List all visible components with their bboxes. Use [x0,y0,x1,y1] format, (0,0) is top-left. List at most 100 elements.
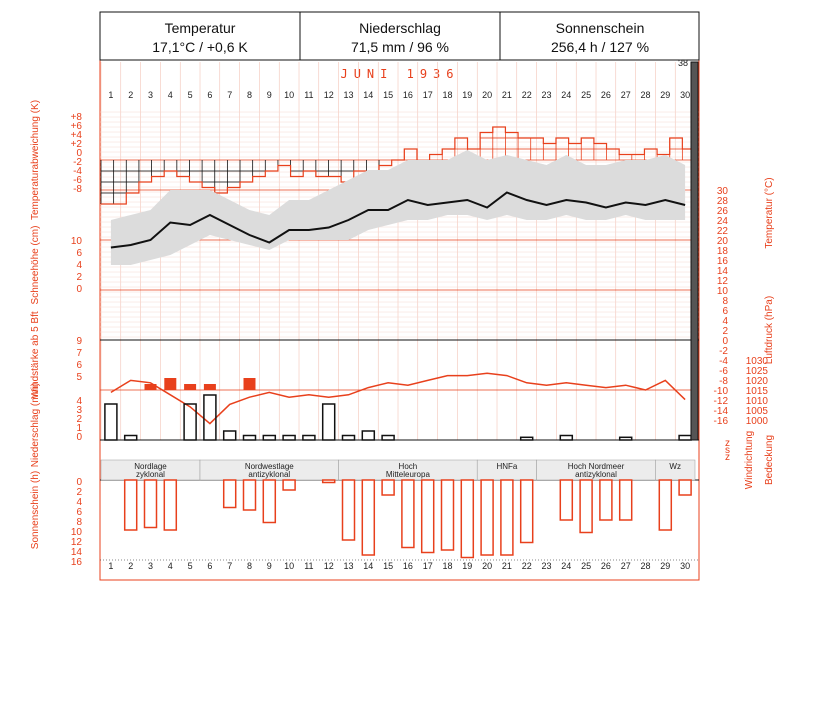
day-label-top: 5 [188,90,193,100]
sunshine-tick: 4 [76,497,82,508]
day-label-bottom: 13 [343,561,353,571]
sunshine-bar [460,479,475,559]
wind-bar [144,384,157,390]
snow-tick: 6 [76,248,82,259]
snow-tick: 4 [76,260,82,271]
pressure-tick: 1010 [746,396,769,407]
day-label-bottom: 4 [168,561,173,571]
temperature-tick: 2 [722,326,728,337]
header: Temperatur 17,1°C / +0,6 K Niederschlag … [99,11,700,61]
day-label-top: 29 [660,90,670,100]
sunshine-tick: 14 [71,547,83,558]
day-label-top: 20 [482,90,492,100]
precip-bar [381,434,395,441]
weather-type-sublabel: Mitteleuropa [386,470,431,479]
day-label-top: 15 [383,90,393,100]
temperature-tick: -10 [714,386,729,397]
anomaly-tick: -4 [73,166,82,177]
weather-type-label: Wz [669,462,681,471]
weather-type-box [655,459,696,481]
weather-type-sublabel: zyklonal [136,470,165,479]
temperature-tick: -4 [719,356,728,367]
temperature-tick: 26 [717,206,729,217]
temperature-tick: 30 [717,186,729,197]
day-label-bottom: 10 [284,561,294,571]
weather-type-sublabel: antizyklonal [248,470,290,479]
sunshine-bar [480,479,494,556]
temperature-tick: 0 [722,336,728,347]
sunshine-tick: 6 [76,507,82,518]
day-label-top: 1 [108,90,113,100]
temperature-mean-line [110,191,686,249]
day-label-bottom: 22 [522,561,532,571]
day-label-top: 25 [581,90,591,100]
day-label-bottom: 30 [680,561,690,571]
anomaly-tick: +4 [71,130,83,141]
axis-title-sunshine: Sonnenschein (h) [30,471,41,549]
anomaly-tick: -6 [73,175,82,186]
anomaly-tick: -8 [73,184,82,195]
sunshine-bar [420,479,435,554]
precip-tick: 0 [76,432,82,443]
day-label-bottom: 11 [304,561,313,571]
anomaly-line [101,126,695,205]
sunshine-tick: 12 [71,537,83,548]
anomaly-tick: -2 [73,157,82,168]
temp-value: 17,1°C / +0,6 K [152,39,248,55]
anomaly-tick: +6 [71,121,83,132]
weather-type-label: HNFa [496,462,517,471]
day-label-bottom: 27 [621,561,631,571]
precip-bar [341,434,356,441]
winddir-tick: s [725,445,730,456]
day-label-top: 9 [267,90,272,100]
weather-type-label: Nordlage [134,462,167,471]
temperature-tick: -2 [719,346,728,357]
chart-layers [100,61,699,559]
pressure-tick: 1000 [746,416,769,427]
pressure-tick: 1025 [746,366,769,377]
anomaly-tick: 0 [76,148,82,159]
sunshine-tick: 10 [71,527,83,538]
wind-bar [203,384,216,390]
sunshine-bar [163,479,178,531]
sunshine-bar [559,479,574,521]
snow-depth-bar [690,61,699,441]
day-label-bottom: 9 [267,561,272,571]
weather-type-sublabel: antizyklonal [575,470,617,479]
day-label-bottom: 15 [383,561,393,571]
sunshine-bar [519,479,534,544]
sun-value: 256,4 h / 127 % [551,39,649,55]
precip-bar [361,430,376,441]
day-label-top: 23 [541,90,551,100]
precip-tick: 2 [76,414,82,425]
day-label-bottom: 12 [324,561,334,571]
snow-tick: 10 [71,236,83,247]
temperature-tick: 12 [717,276,729,287]
precip-bar [123,434,138,441]
day-label-bottom: 21 [502,561,512,571]
temperature-tick: 18 [717,246,729,257]
sunshine-bar [143,479,158,529]
sunshine-tick: 2 [76,487,82,498]
wind-tick: 6 [76,360,82,371]
temperature-tick: -14 [714,406,729,417]
temperature-tick: 6 [722,306,728,317]
sunshine-bar [282,479,296,491]
precip-bar [242,434,257,441]
day-label-top: 27 [621,90,631,100]
winddir-tick: z [725,438,730,449]
wind-tick: 5 [76,372,82,383]
day-label-bottom: 8 [247,561,252,571]
day-label-top: 16 [403,90,413,100]
day-label-bottom: 24 [561,561,571,571]
day-label-top: 21 [502,90,512,100]
temperature-tick: -8 [719,376,728,387]
day-label-bottom: 6 [207,561,212,571]
pressure-tick: 1015 [746,386,769,397]
axis-title-temperature: Temperatur (°C) [764,177,775,248]
precip-bar [618,436,633,441]
day-label-bottom: 3 [148,561,153,571]
precip-tick: 1 [76,423,82,434]
wind-tick: 7 [76,348,82,359]
sunshine-bar [262,479,277,524]
